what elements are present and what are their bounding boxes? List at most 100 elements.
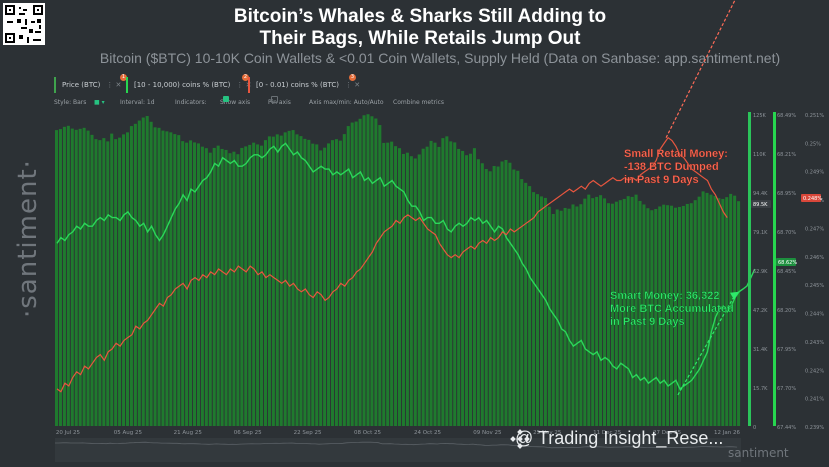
price-bar [559, 210, 563, 426]
axis-minmax-selector[interactable]: Axis max/min: Auto/Auto [309, 99, 384, 106]
price-axis-tick: 31.4K [753, 347, 768, 353]
x-tick-label: 09 Nov 25 [473, 430, 502, 436]
price-bar [216, 145, 220, 426]
indicators-selector[interactable]: Indicators: [175, 99, 207, 106]
price-bar [315, 144, 319, 426]
price-bar [129, 126, 133, 426]
price-bar [236, 154, 240, 426]
tab-label: Price (BTC) [62, 81, 101, 89]
price-bar [610, 203, 614, 426]
tab-label: [0 - 0.01) coins % (BTC) [256, 81, 339, 89]
retail-axis-tick: 0.239% [805, 425, 824, 431]
price-bar [563, 207, 567, 426]
price-bar [55, 130, 59, 426]
tab-whales[interactable]: 1 [10 - 10,000) coins % (BTC) ⋮ ✕ [120, 74, 252, 94]
trading-insight-logo-icon [510, 429, 530, 449]
price-current-badge-bg [751, 200, 771, 208]
price-bar [102, 138, 106, 426]
price-axis-tick: 47.2K [753, 308, 768, 314]
whales-axis-tick: 68.20% [777, 308, 796, 314]
whales-axis: 68.49% 68.21% 68.95% 68.70% 68.45% 68.20% 67.9… [777, 113, 796, 431]
price-bar [244, 146, 248, 426]
price-bar [323, 147, 327, 427]
x-tick-label: 27 Dec 25 [653, 430, 682, 436]
price-bar [417, 154, 421, 426]
show-axis-checkbox[interactable] [223, 96, 229, 102]
price-bar [118, 137, 122, 426]
price-bar [287, 130, 291, 426]
price-bar [204, 148, 208, 427]
price-bar [587, 194, 591, 426]
whales-current-badge: 68.62% [778, 260, 797, 266]
price-bar [551, 213, 555, 426]
ghost-watermark: santiment [728, 446, 789, 460]
price-bar [543, 197, 547, 426]
more-icon[interactable]: ⋮ ✕ [236, 81, 252, 89]
price-bar [350, 122, 354, 427]
retail-axis-tick: 0.247% [805, 227, 824, 233]
price-bar [733, 195, 737, 426]
tab-retail[interactable]: 2 [0 - 0.01) coins % (BTC) ⋮ ✕ [242, 74, 361, 94]
price-bar [484, 169, 488, 426]
price-bar [358, 118, 362, 426]
price-bar [524, 182, 528, 426]
price-bar [480, 163, 484, 427]
price-bar [673, 207, 678, 426]
price-axis-tick: 94.4K [753, 191, 768, 197]
price-bar [575, 206, 579, 426]
price-axis-tick: 79.1K [753, 230, 768, 236]
price-bar [535, 194, 540, 426]
color-picker-icon[interactable]: ■ ▾ [94, 99, 105, 106]
retail-annotation: Small Retail Money: -138 BTC Dumped in P… [624, 148, 728, 187]
retail-axis-tick: 0.243% [805, 340, 824, 346]
price-bar [398, 148, 402, 427]
price-bar [334, 139, 338, 426]
retail-arrow [665, 0, 736, 138]
price-bar [141, 117, 145, 426]
extra-tab-badge[interactable]: 3 [349, 74, 356, 81]
price-bar [614, 201, 618, 426]
pin-axis-checkbox[interactable] [271, 96, 278, 103]
price-bar [394, 146, 398, 426]
whales-axis-bar [773, 112, 776, 426]
price-bar [409, 156, 413, 426]
price-bar [449, 141, 453, 426]
x-tick-label: 08 Oct 25 [354, 430, 382, 436]
price-bar [583, 198, 587, 426]
price-bar [677, 206, 681, 426]
logo-diamond [517, 429, 523, 435]
price-bar [650, 210, 654, 426]
tab-label: [10 - 10,000) coins % (BTC) [134, 81, 231, 89]
price-bar [713, 195, 717, 426]
price-bar [571, 204, 575, 426]
interval-selector[interactable]: Interval: 1d [120, 99, 155, 106]
style-selector[interactable]: Style: Bars [54, 99, 87, 106]
price-bar [200, 146, 204, 427]
show-axis-label: Show axis [220, 99, 251, 106]
price-bar [425, 146, 429, 427]
price-bar [646, 208, 650, 426]
price-bar [401, 153, 405, 426]
price-bar [173, 134, 177, 427]
retail-axis: 0.251% 0.25% 0.249% 0.248% 0.247% 0.246% 0.245… [805, 113, 824, 431]
more-icon[interactable]: ⋮ ✕ [106, 81, 122, 89]
tab-price[interactable]: Price (BTC) ⋮ ✕ [54, 76, 121, 94]
whales-line [56, 142, 756, 390]
price-current-badge: 89.5K [753, 202, 768, 208]
price-bar [382, 142, 386, 426]
price-bar [472, 148, 476, 427]
whales-current-badge-bg [776, 258, 796, 266]
x-axis: 20 Jul 25 05 Aug 25 21 Aug 25 06 Sep 25 22 S… [56, 430, 741, 436]
price-axis: 125K 110K 94.4K 79.1K 62.9K 47.2K 31.4K 15.7K 0 [753, 113, 768, 431]
price-bar [263, 140, 267, 426]
retail-axis-tick: 0.249% [805, 170, 824, 176]
combine-metrics-button[interactable]: Combine metrics [393, 99, 445, 106]
price-bar [405, 152, 409, 426]
x-tick-label: 20 Jul 25 [56, 430, 81, 436]
price-bar [252, 142, 256, 426]
price-bar [532, 192, 536, 426]
price-bar [283, 132, 287, 426]
more-icon[interactable]: ⋮ ✕ [344, 81, 361, 89]
price-bar [74, 129, 78, 426]
